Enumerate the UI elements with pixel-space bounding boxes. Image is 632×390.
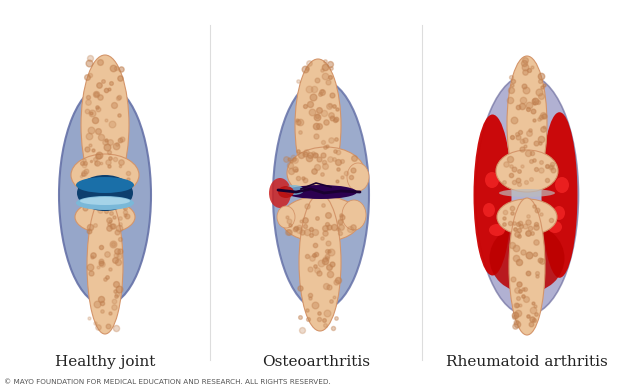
Ellipse shape xyxy=(342,200,366,230)
Ellipse shape xyxy=(76,177,134,193)
Ellipse shape xyxy=(59,85,151,305)
Ellipse shape xyxy=(269,178,291,208)
Ellipse shape xyxy=(499,189,555,197)
Ellipse shape xyxy=(273,80,369,310)
Text: © MAYO FOUNDATION FOR MEDICAL EDUCATION AND RESEARCH. ALL RIGHTS RESERVED.: © MAYO FOUNDATION FOR MEDICAL EDUCATION … xyxy=(4,379,331,385)
Ellipse shape xyxy=(285,185,357,199)
Text: Osteoarthritis: Osteoarthritis xyxy=(262,355,370,369)
Ellipse shape xyxy=(281,196,361,242)
Ellipse shape xyxy=(71,154,139,196)
Ellipse shape xyxy=(299,194,341,331)
Ellipse shape xyxy=(542,112,578,278)
Text: Rheumatoid arthritis: Rheumatoid arthritis xyxy=(446,355,608,369)
Ellipse shape xyxy=(81,55,129,195)
Ellipse shape xyxy=(553,206,565,220)
Ellipse shape xyxy=(287,147,365,199)
Ellipse shape xyxy=(555,177,569,193)
Ellipse shape xyxy=(75,201,135,233)
Ellipse shape xyxy=(473,115,511,275)
Ellipse shape xyxy=(490,224,564,293)
Ellipse shape xyxy=(548,221,562,233)
Text: Healthy joint: Healthy joint xyxy=(55,355,155,369)
Ellipse shape xyxy=(496,150,558,192)
Ellipse shape xyxy=(277,206,295,228)
Ellipse shape xyxy=(77,175,133,211)
Ellipse shape xyxy=(509,198,545,335)
Ellipse shape xyxy=(489,224,505,236)
Ellipse shape xyxy=(278,186,294,198)
Ellipse shape xyxy=(347,163,369,191)
Ellipse shape xyxy=(80,197,130,205)
Ellipse shape xyxy=(87,196,123,334)
Ellipse shape xyxy=(295,59,341,192)
Ellipse shape xyxy=(475,75,578,315)
Ellipse shape xyxy=(507,56,547,191)
Ellipse shape xyxy=(497,199,557,235)
Ellipse shape xyxy=(483,203,495,217)
Ellipse shape xyxy=(485,172,499,188)
Ellipse shape xyxy=(284,185,304,195)
Ellipse shape xyxy=(76,196,134,210)
